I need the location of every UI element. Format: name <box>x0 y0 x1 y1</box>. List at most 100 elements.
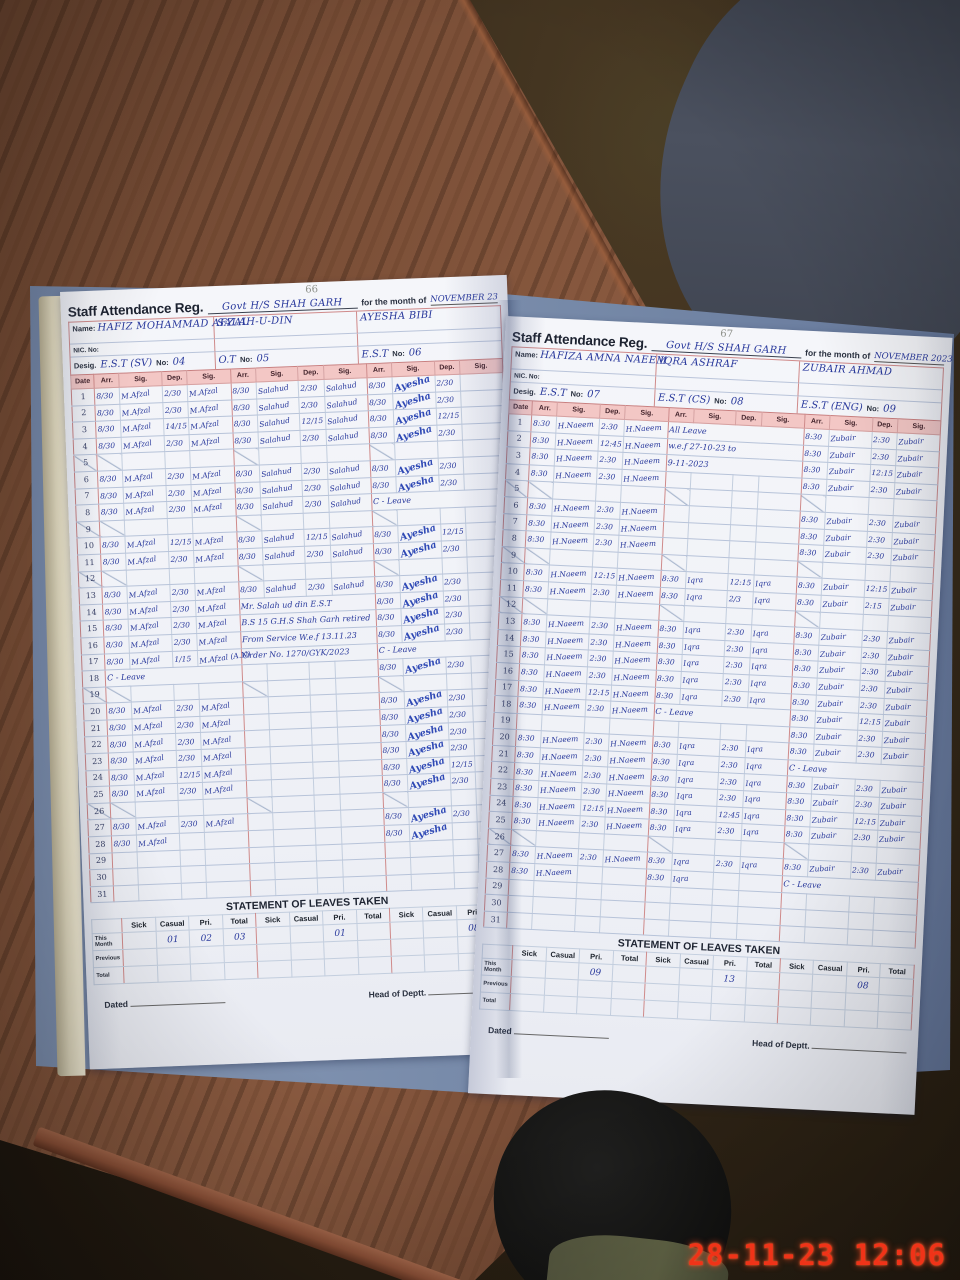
cell: Zubair <box>820 595 864 614</box>
cell <box>270 778 315 797</box>
leaves-cell <box>610 998 645 1018</box>
cell: 2:30 <box>599 418 625 437</box>
leaves-cell <box>778 973 814 992</box>
cell: H.Naeem <box>613 634 658 654</box>
handwritten-entry: M.Afzal <box>124 487 155 501</box>
handwritten-entry: Zubair <box>896 452 923 464</box>
handwritten-entry: 8:30 <box>649 822 667 833</box>
handwritten-entry: 2/30 <box>170 554 188 564</box>
date-cell: 30 <box>89 869 114 887</box>
handwritten-entry: Zubair <box>808 863 835 875</box>
cell <box>660 554 687 572</box>
handwritten-entry: Iqra <box>753 595 770 606</box>
cell: 2/30 <box>445 656 472 674</box>
handwritten-entry: 8/30 <box>106 656 124 667</box>
handwritten-entry: 2/30 <box>450 742 468 753</box>
cell: Iqra <box>750 624 795 644</box>
handwritten-entry: Iqra <box>743 794 761 805</box>
cell: Zubair <box>816 661 861 681</box>
staff-name: SALAH-U-DIN <box>216 315 293 329</box>
cell: 2:30 <box>861 630 888 649</box>
cell <box>862 613 889 632</box>
handwritten-entry: 8:30 <box>530 468 548 479</box>
cell <box>584 716 611 735</box>
handwritten-entry: H.Naeem <box>550 568 588 580</box>
handwritten-entry: M.Afzal <box>122 421 153 435</box>
cell: Zubair <box>888 581 933 601</box>
handwritten-entry: M.Afzal <box>188 385 219 399</box>
cell <box>804 910 849 929</box>
handwritten-entry: 2/30 <box>176 703 194 714</box>
cell <box>602 866 647 886</box>
cell: 2:30 <box>597 451 624 470</box>
handwritten-entry: 8/30 <box>236 485 254 495</box>
cell <box>244 730 270 748</box>
handwritten-entry: Zubair <box>879 800 906 812</box>
cell: Zubair <box>883 697 928 717</box>
cell: Iqra <box>752 575 797 594</box>
cell: 8/30 <box>368 426 395 445</box>
dated-line <box>513 1033 609 1040</box>
cell: 8/30 <box>231 415 258 433</box>
cell <box>138 883 183 902</box>
cell: 12/15 <box>177 766 203 784</box>
cell: 2:30 <box>577 849 604 867</box>
cell: 2/30 <box>174 699 201 718</box>
cell: M.Afzal <box>191 482 236 501</box>
cell: 2:30 <box>596 467 623 486</box>
date-cell: 2 <box>71 404 96 423</box>
cell: 2/30 <box>302 495 329 514</box>
handwritten-entry: M.Afzal <box>192 485 223 499</box>
handwritten-entry: 8/30 <box>110 772 129 783</box>
cell: H.Naeem <box>606 784 651 803</box>
cell <box>335 692 380 712</box>
cell <box>131 684 175 703</box>
cell <box>601 883 646 903</box>
cell <box>336 709 381 728</box>
cell: H.Naeem <box>552 498 596 518</box>
handwritten-entry: 2:30 <box>600 421 618 432</box>
cell <box>603 833 648 853</box>
cell: Salahud <box>325 427 370 446</box>
leaves-cell <box>223 944 258 964</box>
cell <box>533 880 578 899</box>
handwritten-entry: Zubair <box>827 482 854 494</box>
cell: H.Naeem <box>607 750 652 770</box>
cell: 8:30 <box>646 852 673 871</box>
handwritten-entry: 13 <box>723 974 736 985</box>
cell: 2:30 <box>719 739 746 758</box>
leaves-cell: 13 <box>712 969 747 989</box>
cell: H.Naeem <box>551 515 595 535</box>
cell <box>728 557 755 576</box>
cell <box>205 847 250 866</box>
cell: 2:30 <box>590 583 617 602</box>
cell: 8/30 <box>380 725 406 743</box>
cell: 8/30 <box>100 553 127 571</box>
month-handwritten: NOVEMBER 23 <box>430 292 499 306</box>
cell: Zubair <box>896 432 941 452</box>
cell <box>663 504 690 523</box>
cell <box>173 683 200 701</box>
cell <box>339 792 384 811</box>
cell: M.Afzal <box>136 816 180 835</box>
leaves-cell <box>676 1002 712 1021</box>
cell: 8:30 <box>530 431 557 450</box>
cell <box>241 663 268 682</box>
handwritten-entry: H.Naeem <box>536 867 573 879</box>
staff-name: IQRA ASHRAF <box>659 355 738 371</box>
cell: 2/30 <box>178 815 205 834</box>
handwritten-entry: Iqra <box>678 741 695 752</box>
cell: H.Naeem <box>548 565 593 584</box>
cell <box>668 903 713 923</box>
handwritten-entry: 8:30 <box>651 773 670 784</box>
handwritten-entry: Salahud <box>325 396 358 411</box>
cell: 8/30 <box>97 470 124 488</box>
handwritten-entry: 8/30 <box>238 535 256 545</box>
handwritten-entry: 8:30 <box>800 531 818 542</box>
cell <box>245 780 272 798</box>
cell <box>578 832 605 851</box>
handwritten-entry: 8/30 <box>111 789 129 799</box>
cell <box>122 451 166 471</box>
cell: Salahud <box>256 413 301 432</box>
cell <box>167 517 194 535</box>
